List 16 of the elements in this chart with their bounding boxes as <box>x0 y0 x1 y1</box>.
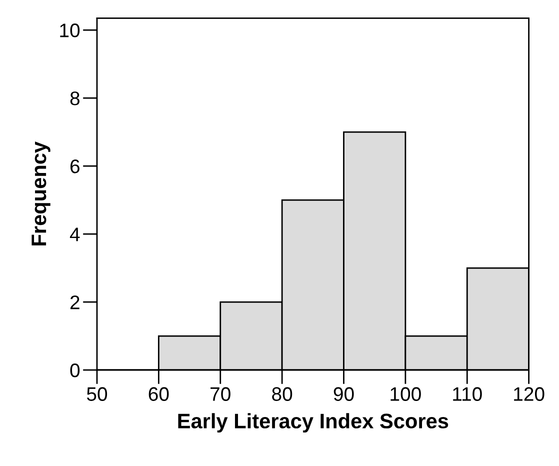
x-tick-label: 70 <box>210 387 230 401</box>
x-tick-label: 60 <box>148 387 169 401</box>
x-axis-title: Early Literacy Index Scores <box>178 413 448 433</box>
y-tick-label: 0 <box>70 363 80 378</box>
y-tick-label: 8 <box>70 92 80 106</box>
y-tick-label: 4 <box>70 228 80 242</box>
x-tick-label: 80 <box>272 387 292 401</box>
x-tick-label: 100 <box>390 387 421 401</box>
y-tick-label: 2 <box>70 295 80 310</box>
x-tick-label: 120 <box>514 387 544 401</box>
x-tick-label: 50 <box>86 387 108 401</box>
y-axis-title: Frequency <box>32 142 50 246</box>
y-tick-label: 6 <box>70 160 80 174</box>
y-tick-label: 10 <box>60 24 80 38</box>
x-tick-label: 110 <box>453 387 482 401</box>
x-tick-label: 90 <box>334 387 354 401</box>
